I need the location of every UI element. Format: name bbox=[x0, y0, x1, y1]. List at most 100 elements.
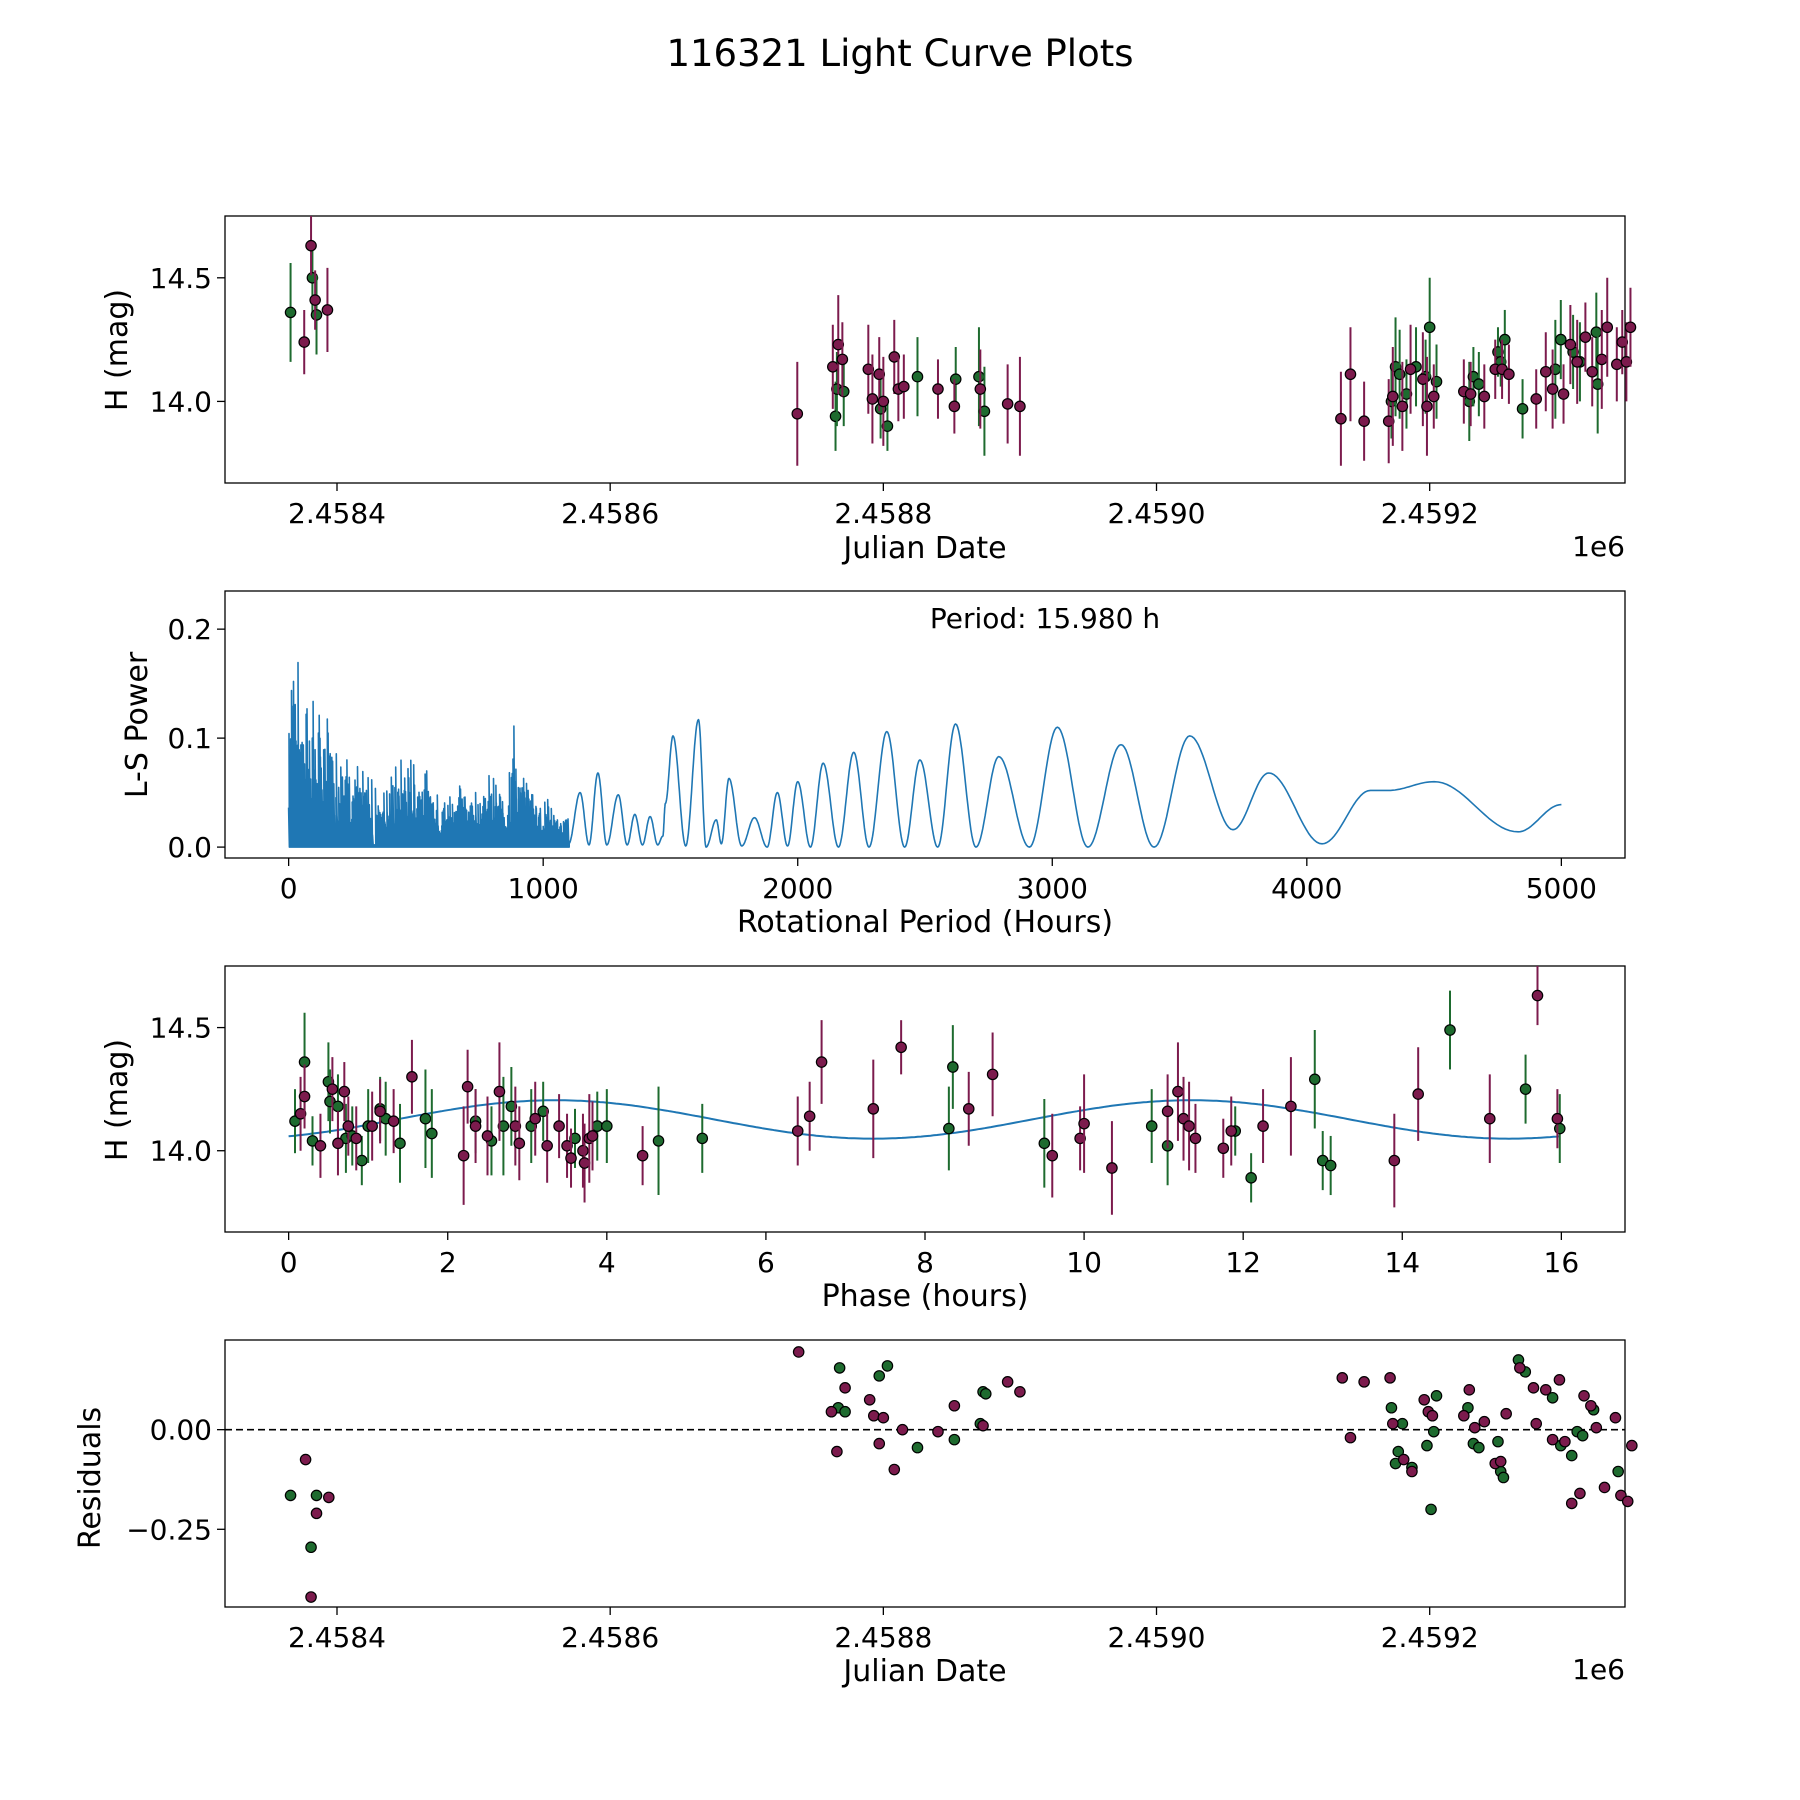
marker bbox=[394, 1137, 406, 1150]
data-point-purple bbox=[1358, 381, 1370, 461]
marker bbox=[387, 1115, 400, 1127]
marker bbox=[881, 420, 894, 432]
data-point-purple bbox=[831, 1445, 843, 1458]
marker bbox=[1421, 1439, 1433, 1452]
marker bbox=[1463, 1384, 1476, 1396]
data-point-purple bbox=[1626, 1439, 1638, 1452]
marker bbox=[1396, 1417, 1409, 1430]
data-point-purple bbox=[1458, 1409, 1470, 1422]
marker bbox=[314, 1139, 327, 1152]
marker bbox=[1344, 368, 1357, 381]
data-point-purple bbox=[1106, 1121, 1118, 1215]
marker bbox=[1444, 1024, 1456, 1036]
data-point-purple bbox=[1426, 1409, 1439, 1422]
data-point-green bbox=[911, 1441, 924, 1454]
data-point-green bbox=[1425, 1503, 1437, 1516]
x-tick-label: 0 bbox=[280, 1246, 298, 1279]
data-point-purple bbox=[469, 1089, 482, 1164]
data-point-purple bbox=[1579, 302, 1592, 372]
marker bbox=[1418, 1393, 1431, 1406]
x-tick-label: 8 bbox=[916, 1246, 934, 1279]
y-tick-label: 0.1 bbox=[167, 722, 212, 755]
marker bbox=[1423, 321, 1436, 334]
marker bbox=[1478, 390, 1491, 403]
data-point-purple bbox=[1557, 364, 1570, 424]
y-tick-label: −0.25 bbox=[126, 1513, 212, 1546]
data-point-purple bbox=[553, 1094, 565, 1159]
data-point-purple bbox=[1384, 1372, 1396, 1384]
x-tick-label: 2.4586 bbox=[561, 1621, 659, 1654]
data-point-green bbox=[1473, 351, 1485, 417]
marker bbox=[1344, 1431, 1357, 1444]
marker bbox=[1225, 1125, 1238, 1137]
marker bbox=[888, 1463, 901, 1476]
marker bbox=[342, 1120, 355, 1132]
data-point-purple bbox=[1559, 1435, 1571, 1448]
data-point-green bbox=[873, 1370, 886, 1382]
data-point-green bbox=[911, 337, 924, 417]
marker bbox=[1335, 412, 1347, 425]
marker bbox=[497, 1120, 510, 1132]
data-point-purple bbox=[815, 1020, 828, 1104]
marker bbox=[529, 1112, 542, 1125]
marker bbox=[1430, 1389, 1443, 1402]
marker bbox=[1595, 353, 1608, 366]
data-point-green bbox=[1308, 1030, 1321, 1129]
data-point-purple bbox=[977, 1419, 989, 1432]
marker bbox=[1500, 1407, 1512, 1420]
data-point-purple bbox=[509, 1086, 522, 1166]
marker bbox=[839, 1405, 851, 1418]
data-point-purple bbox=[332, 1111, 344, 1176]
x-tick-label: 16 bbox=[1544, 1246, 1580, 1279]
marker bbox=[321, 304, 334, 316]
marker bbox=[578, 1157, 591, 1169]
data-point-purple bbox=[791, 1096, 804, 1166]
data-point-purple bbox=[586, 1101, 599, 1171]
marker bbox=[1324, 1159, 1337, 1172]
marker bbox=[911, 1441, 924, 1454]
x-tick-label: 6 bbox=[757, 1246, 775, 1279]
marker bbox=[513, 1137, 526, 1150]
marker bbox=[827, 361, 839, 373]
data-point-purple bbox=[1586, 337, 1599, 407]
marker bbox=[1397, 1453, 1410, 1466]
marker bbox=[1559, 1435, 1571, 1448]
marker bbox=[1555, 333, 1567, 346]
marker bbox=[332, 1100, 344, 1113]
data-point-green bbox=[943, 1086, 955, 1171]
x-tick-label: 2.4586 bbox=[561, 497, 659, 530]
marker bbox=[1483, 1112, 1496, 1125]
data-point-purple bbox=[1574, 1487, 1586, 1500]
x-tick-label: 4 bbox=[598, 1246, 616, 1279]
figure-title: 116321 Light Curve Plots bbox=[666, 32, 1133, 75]
data-point-purple bbox=[1620, 322, 1633, 402]
marker bbox=[323, 1491, 335, 1504]
marker bbox=[1585, 1399, 1597, 1412]
data-point-green bbox=[305, 1541, 317, 1554]
data-point-purple bbox=[1598, 1481, 1611, 1494]
marker bbox=[1358, 415, 1370, 427]
marker bbox=[1546, 1391, 1559, 1404]
data-point-green bbox=[881, 401, 894, 451]
data-point-purple bbox=[932, 1425, 944, 1438]
data-point-purple bbox=[1578, 1389, 1590, 1402]
marker bbox=[932, 383, 944, 395]
marker bbox=[1172, 1085, 1184, 1098]
marker bbox=[1001, 398, 1014, 410]
light-curve-xlabel: Julian Date bbox=[841, 531, 1006, 566]
data-point-purple bbox=[803, 1081, 816, 1151]
marker bbox=[1612, 1465, 1624, 1478]
marker bbox=[1145, 1120, 1158, 1132]
marker bbox=[866, 393, 879, 405]
periodogram-xlabel: Rotational Period (Hours) bbox=[737, 905, 1113, 940]
data-point-purple bbox=[350, 1106, 363, 1171]
marker bbox=[305, 1591, 317, 1603]
data-point-purple bbox=[309, 270, 321, 330]
data-point-purple bbox=[863, 1393, 876, 1406]
marker bbox=[962, 1103, 975, 1115]
data-point-purple bbox=[1478, 1415, 1491, 1428]
marker bbox=[791, 407, 804, 420]
marker bbox=[948, 400, 961, 413]
marker bbox=[1531, 989, 1544, 1002]
marker bbox=[298, 1090, 311, 1103]
